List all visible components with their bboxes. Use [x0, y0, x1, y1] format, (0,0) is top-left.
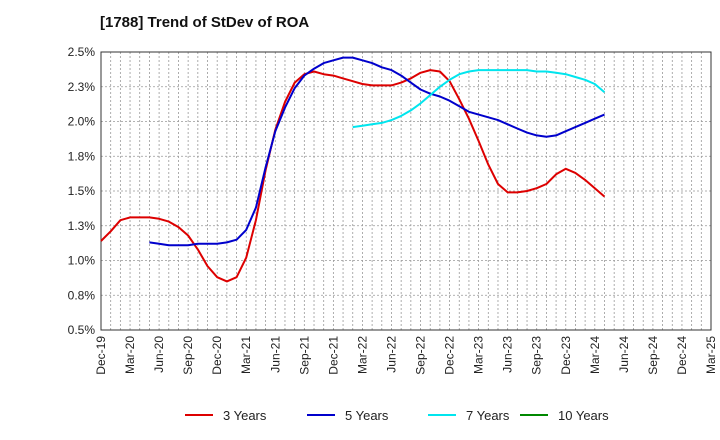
legend: 3 Years 5 Years 7 Years 10 Years — [185, 408, 609, 423]
x-tick-label: Sep-23 — [530, 336, 544, 375]
x-tick-label: Mar-24 — [588, 336, 602, 374]
y-tick-label: 2.5% — [68, 45, 96, 59]
x-tick-label: Mar-20 — [123, 336, 137, 374]
plot-frame — [100, 51, 712, 331]
y-tick-label: 0.8% — [68, 288, 96, 302]
series-line-3 — [352, 69, 606, 129]
y-tick-label: 1.0% — [68, 254, 96, 268]
x-tick-label: Jun-21 — [268, 336, 282, 373]
x-tick-label: Dec-22 — [443, 336, 457, 375]
series-line-2 — [149, 56, 605, 247]
x-tick-label: Mar-21 — [239, 336, 253, 374]
chart-title: [1788] Trend of StDev of ROA — [100, 14, 310, 31]
x-tick-label: Dec-20 — [210, 336, 224, 375]
series — [100, 56, 606, 283]
y-tick-label: 2.3% — [68, 80, 96, 94]
x-tick-label: Dec-19 — [94, 336, 108, 375]
x-tick-label: Mar-22 — [355, 336, 369, 374]
x-tick-label: Sep-20 — [181, 336, 195, 375]
x-tick-label: Sep-21 — [297, 336, 311, 375]
x-tick-label: Dec-23 — [559, 336, 573, 375]
y-axis: 0.5% 0.8% 1.0% 1.3% 1.5% 1.8% 2.0% 2.3% 2.5% — [68, 45, 96, 337]
x-tick-label: Sep-22 — [414, 336, 428, 375]
y-tick-label: 2.0% — [68, 115, 96, 129]
x-tick-label: Dec-21 — [326, 336, 340, 375]
x-tick-label: Sep-24 — [646, 336, 660, 375]
y-tick-label: 1.3% — [68, 219, 96, 233]
grid — [101, 52, 711, 330]
y-tick-label: 1.8% — [68, 149, 96, 163]
x-tick-label: Jun-22 — [384, 336, 398, 373]
x-axis: Dec-19 Mar-20 Jun-20 Sep-20 Dec-20 Mar-21 Jun-… — [94, 336, 718, 375]
x-tick-label: Jun-24 — [617, 336, 631, 373]
x-tick-label: Jun-20 — [152, 336, 166, 373]
x-tick-label: Mar-23 — [472, 336, 486, 374]
x-tick-label: Mar-25 — [704, 336, 718, 374]
series-line-1 — [100, 69, 606, 283]
legend-label: 10 Years — [558, 408, 609, 423]
legend-label: 7 Years — [466, 408, 510, 423]
x-tick-label: Jun-23 — [501, 336, 515, 373]
legend-label: 3 Years — [223, 408, 267, 423]
legend-label: 5 Years — [345, 408, 389, 423]
y-tick-label: 1.5% — [68, 184, 96, 198]
x-tick-label: Dec-24 — [675, 336, 689, 375]
y-tick-label: 0.5% — [68, 323, 96, 337]
